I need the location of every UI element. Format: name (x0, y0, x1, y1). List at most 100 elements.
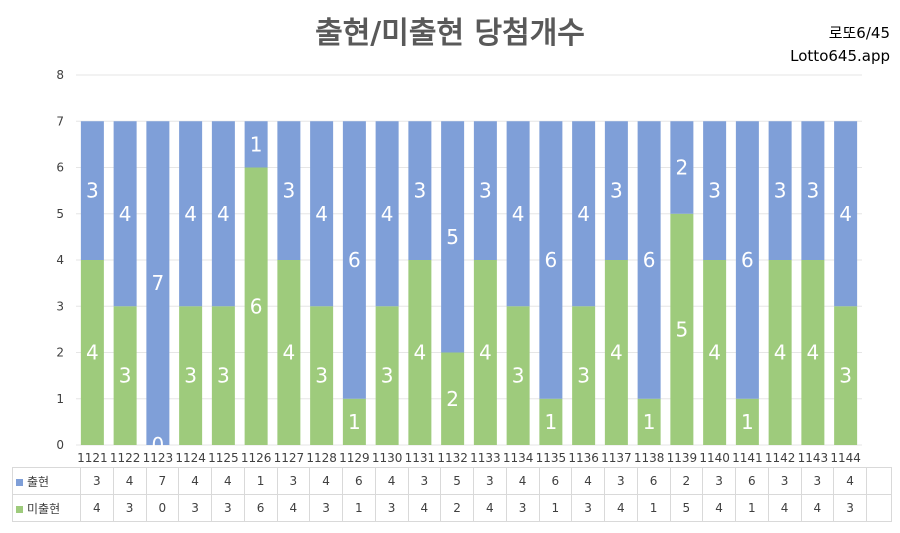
data-label-not-appeared: 3 (381, 364, 394, 388)
x-tick-label: 1134 (503, 451, 534, 465)
x-tick-label: 1141 (732, 451, 763, 465)
data-label-appeared: 6 (545, 248, 558, 272)
legend-swatch-appeared (16, 478, 23, 486)
bar-not-appeared (113, 306, 137, 445)
table-cell-appeared: 4 (833, 467, 867, 495)
bar-not-appeared (179, 306, 203, 445)
table-cell-not-appeared: 2 (440, 494, 474, 522)
data-label-appeared: 3 (708, 179, 721, 203)
bar-not-appeared (506, 306, 530, 445)
table-cell-not-appeared: 1 (636, 494, 671, 522)
table-cell-appeared: 3 (604, 467, 638, 495)
x-tick-label: 1128 (306, 451, 337, 465)
table-cell-appeared: 4 (374, 467, 409, 495)
data-label-not-appeared: 4 (283, 341, 296, 365)
table-cell-not-appeared: 4 (473, 494, 507, 522)
bar-not-appeared (473, 260, 497, 445)
table-cell-appeared: 6 (735, 467, 769, 495)
bar-not-appeared (80, 260, 104, 445)
x-tick-label: 1135 (536, 451, 567, 465)
data-label-not-appeared: 2 (446, 387, 459, 411)
table-cell-not-appeared: 3 (833, 494, 867, 522)
table-cell-not-appeared: 3 (211, 494, 245, 522)
data-label-appeared: 7 (152, 271, 165, 295)
table-cell-appeared: 3 (407, 467, 442, 495)
table-cell-not-appeared: 4 (604, 494, 638, 522)
bar-not-appeared (375, 306, 399, 445)
data-label-appeared: 4 (381, 202, 394, 226)
bar-appeared (408, 121, 432, 260)
x-tick-label: 1137 (601, 451, 632, 465)
y-tick-label: 3 (56, 299, 64, 313)
data-label-not-appeared: 3 (839, 364, 852, 388)
table-cell-not-appeared: 6 (243, 494, 278, 522)
table-cell-not-appeared: 3 (374, 494, 409, 522)
bar-appeared (801, 121, 825, 260)
table-cell-not-appeared: 3 (571, 494, 605, 522)
bar-appeared (473, 121, 497, 260)
bar-appeared (211, 121, 235, 307)
bar-appeared (277, 121, 301, 260)
bar-not-appeared (441, 352, 465, 445)
bar-appeared (834, 121, 858, 307)
x-axis-ticks: 1121 1122 1123 1124 1125 1126 1127 1128 1129 1130… (77, 451, 861, 465)
data-label-appeared: 4 (315, 202, 328, 226)
legend-label-not-appeared: 미출현 (27, 501, 61, 516)
x-tick-label: 1131 (405, 451, 436, 465)
table-cell-appeared: 6 (538, 467, 573, 495)
data-label-not-appeared: 1 (545, 410, 558, 434)
data-label-not-appeared: 5 (676, 317, 689, 341)
x-tick-label: 1130 (372, 451, 403, 465)
y-tick-label: 4 (56, 253, 64, 267)
y-tick-label: 2 (56, 346, 64, 360)
bar-not-appeared (572, 306, 596, 445)
y-axis-ticks: 0 1 2 3 4 5 6 7 8 (56, 68, 64, 452)
table-cell-not-appeared: 3 (178, 494, 212, 522)
bar-appeared (113, 121, 137, 307)
segment-labels: 4334073434614334163443254334163443165243… (86, 132, 852, 457)
table-cell-appeared: 2 (669, 467, 704, 495)
table-cell-appeared: 4 (211, 467, 245, 495)
legend-swatch-not-appeared (16, 505, 23, 513)
bar-appeared (506, 121, 530, 307)
x-tick-label: 1144 (830, 451, 861, 465)
data-label-not-appeared: 3 (315, 364, 328, 388)
x-tick-label: 1132 (437, 451, 468, 465)
bar-appeared (342, 121, 366, 399)
table-cell-appeared: 1 (243, 467, 278, 495)
bar-appeared (310, 121, 334, 307)
bar-not-appeared (801, 260, 825, 445)
bar-appeared (146, 121, 170, 445)
table-cell-appeared: 4 (112, 467, 147, 495)
data-label-not-appeared: 4 (807, 341, 820, 365)
table-cell-not-appeared: 4 (80, 494, 114, 522)
x-tick-label: 1143 (798, 451, 829, 465)
table-cell-not-appeared: 4 (767, 494, 802, 522)
data-label-appeared: 6 (348, 248, 361, 272)
table-cell-appeared: 3 (800, 467, 835, 495)
data-label-not-appeared: 4 (414, 341, 427, 365)
x-tick-label: 1126 (241, 451, 272, 465)
table-cell-not-appeared: 1 (342, 494, 376, 522)
y-tick-label: 0 (56, 438, 64, 452)
data-label-not-appeared: 4 (86, 341, 99, 365)
data-label-appeared: 2 (676, 156, 689, 180)
y-tick-label: 5 (56, 207, 64, 221)
table-cell-not-appeared: 0 (145, 494, 180, 522)
bars (80, 121, 858, 445)
table-cell-appeared: 3 (473, 467, 507, 495)
bar-not-appeared (834, 306, 858, 445)
bar-not-appeared (670, 213, 694, 445)
bar-not-appeared (310, 306, 334, 445)
bar-appeared (179, 121, 203, 307)
bar-appeared (80, 121, 104, 260)
data-label-not-appeared: 3 (184, 364, 197, 388)
bar-not-appeared (703, 260, 727, 445)
bar-not-appeared (342, 398, 366, 445)
table-cell-empty (866, 494, 892, 522)
table-cell-not-appeared: 4 (276, 494, 311, 522)
bar-appeared (375, 121, 399, 307)
bar-not-appeared (604, 260, 628, 445)
